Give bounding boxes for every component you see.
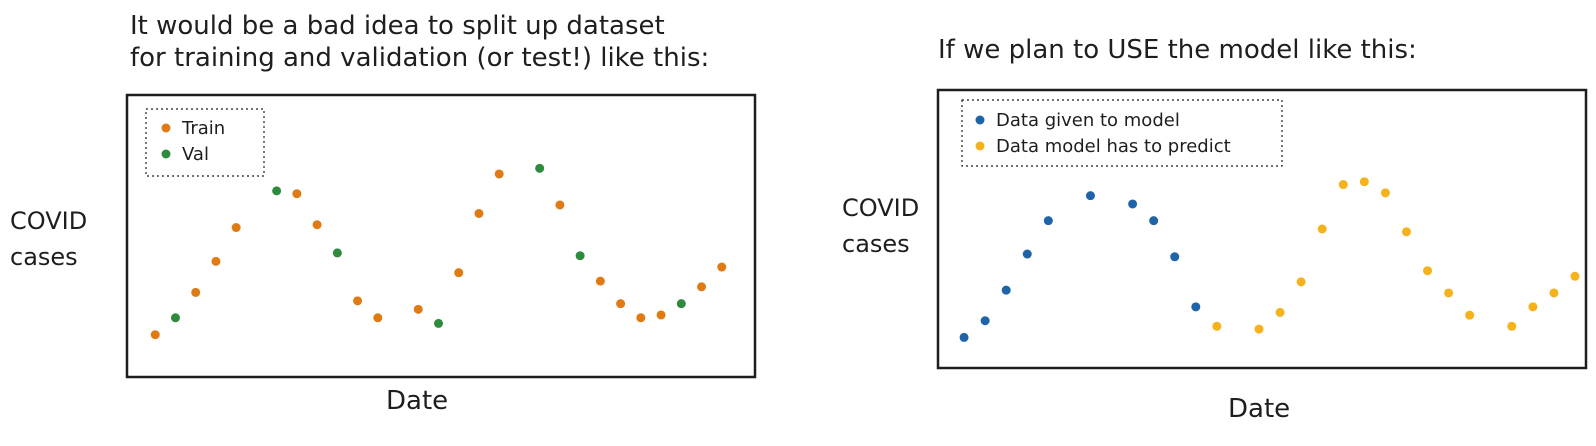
left-point-val [535, 163, 545, 173]
left-legend-label-val: Val [182, 144, 209, 165]
right-point-predict [1423, 266, 1433, 276]
right-point-given [1170, 252, 1180, 262]
left-legend-label-train: Train [181, 118, 225, 139]
left-point-train [656, 310, 666, 320]
left-point-train [616, 299, 626, 309]
left-point-train [494, 169, 504, 179]
right-point-predict [1528, 302, 1538, 312]
right-point-given [1085, 191, 1095, 201]
left-point-train [211, 256, 221, 266]
right-plot-marks [959, 177, 1580, 342]
right-point-predict [1401, 227, 1411, 237]
right-point-predict [1296, 277, 1306, 287]
right-point-given [1043, 216, 1053, 226]
left-point-train [454, 268, 464, 278]
right-y-axis-label: COVID cases [842, 194, 920, 258]
left-point-train [353, 296, 363, 306]
left-point-train [474, 208, 484, 218]
right-point-predict [1275, 307, 1285, 317]
left-point-val [434, 318, 443, 328]
right-legend-box [961, 99, 1283, 167]
right-x-axis-label: Date [1228, 394, 1291, 424]
left-point-train [413, 304, 423, 314]
left-point-train [717, 262, 727, 272]
left-plot-marks [150, 163, 727, 340]
right-point-predict [1380, 188, 1390, 198]
left-point-train [231, 223, 241, 233]
left-point-train [191, 287, 201, 297]
right-point-given [980, 316, 990, 326]
left-x-axis-label: Date [386, 386, 449, 416]
left-point-train [150, 330, 160, 340]
left-point-val [575, 251, 585, 261]
left-point-train [312, 220, 322, 230]
right-point-predict [1317, 224, 1327, 234]
right-point-predict [1444, 288, 1454, 298]
right-point-predict [1212, 321, 1222, 331]
left-legend-marker-val [161, 149, 171, 159]
right-legend-label-given: Data given to model [996, 110, 1180, 131]
right-point-given [1191, 302, 1201, 312]
right-plot-frame [936, 88, 1588, 370]
right-point-predict [1254, 324, 1264, 334]
left-point-train [595, 276, 605, 286]
right-legend: Data given to model Data model has to pre… [961, 99, 1283, 167]
right-point-given [1022, 249, 1032, 259]
right-legend-marker-predict [975, 141, 985, 151]
right-legend-label-predict: Data model has to predict [996, 136, 1231, 157]
right-point-given [1001, 285, 1011, 295]
right-point-given [959, 332, 969, 342]
left-y-axis-label: COVID cases [10, 207, 88, 271]
left-chart-title: It would be a bad idea to split up datas… [130, 11, 710, 73]
right-point-given [1149, 216, 1159, 226]
left-point-val [676, 299, 686, 309]
left-point-train [292, 189, 302, 199]
right-point-predict [1570, 271, 1580, 281]
right-point-predict [1338, 180, 1348, 190]
left-point-train [697, 282, 707, 292]
left-legend: Train Val [145, 108, 265, 177]
left-point-val [332, 248, 342, 258]
left-plot-frame [125, 93, 757, 379]
right-point-predict [1465, 310, 1475, 320]
left-legend-box [145, 108, 265, 177]
left-legend-marker-train [161, 123, 171, 133]
left-point-val [272, 186, 282, 196]
right-legend-marker-given [975, 115, 985, 125]
right-point-predict [1359, 177, 1369, 187]
left-point-train [555, 200, 565, 210]
right-point-predict [1507, 321, 1517, 331]
right-chart-title: If we plan to USE the model like this: [938, 35, 1417, 65]
left-point-val [170, 313, 180, 323]
left-point-train [373, 313, 383, 323]
right-point-given [1128, 199, 1138, 209]
right-point-predict [1549, 288, 1559, 298]
left-point-train [636, 313, 646, 323]
